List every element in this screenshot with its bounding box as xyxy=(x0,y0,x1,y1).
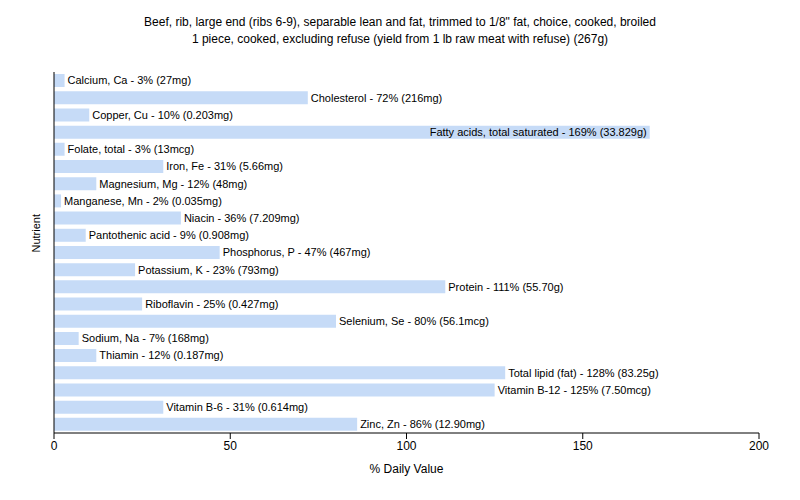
svg-text:150: 150 xyxy=(573,439,593,453)
svg-text:50: 50 xyxy=(224,439,238,453)
svg-text:Folate, total - 3% (13mcg): Folate, total - 3% (13mcg) xyxy=(68,143,195,155)
svg-text:Thiamin - 12% (0.187mg): Thiamin - 12% (0.187mg) xyxy=(99,349,223,361)
svg-text:Copper, Cu - 10% (0.203mg): Copper, Cu - 10% (0.203mg) xyxy=(92,109,233,121)
svg-text:Vitamin B-6 - 31% (0.614mg): Vitamin B-6 - 31% (0.614mg) xyxy=(166,401,308,413)
svg-text:Manganese, Mn - 2% (0.035mg): Manganese, Mn - 2% (0.035mg) xyxy=(64,195,222,207)
svg-text:Iron, Fe - 31% (5.66mg): Iron, Fe - 31% (5.66mg) xyxy=(166,160,283,172)
svg-text:Nutrient: Nutrient xyxy=(30,214,42,253)
svg-text:Sodium, Na - 7% (168mg): Sodium, Na - 7% (168mg) xyxy=(82,332,209,344)
svg-text:Zinc, Zn - 86% (12.90mg): Zinc, Zn - 86% (12.90mg) xyxy=(360,418,485,430)
svg-text:Protein - 111% (55.70g): Protein - 111% (55.70g) xyxy=(448,281,563,293)
svg-text:Total lipid (fat) - 128% (83.2: Total lipid (fat) - 128% (83.25g) xyxy=(508,367,658,379)
svg-text:0: 0 xyxy=(51,439,58,453)
svg-text:Phosphorus, P - 47% (467mg): Phosphorus, P - 47% (467mg) xyxy=(223,246,371,258)
svg-text:Fatty acids, total saturated -: Fatty acids, total saturated - 169% (33.… xyxy=(430,126,647,138)
svg-text:Niacin - 36% (7.209mg): Niacin - 36% (7.209mg) xyxy=(184,212,300,224)
svg-text:Pantothenic acid - 9% (0.908mg: Pantothenic acid - 9% (0.908mg) xyxy=(89,229,249,241)
svg-text:Selenium, Se - 80% (56.1mcg): Selenium, Se - 80% (56.1mcg) xyxy=(339,315,489,327)
html-text:Beef, rib, large end (ribs 6-9: Beef, rib, large end (ribs 6-9), separab… xyxy=(144,15,656,46)
svg-text:Magnesium, Mg - 12% (48mg): Magnesium, Mg - 12% (48mg) xyxy=(99,178,247,190)
svg-text:Cholesterol - 72% (216mg): Cholesterol - 72% (216mg) xyxy=(311,92,442,104)
svg-text:Potassium, K - 23% (793mg): Potassium, K - 23% (793mg) xyxy=(138,264,279,276)
svg-text:Vitamin B-12 - 125% (7.50mcg): Vitamin B-12 - 125% (7.50mcg) xyxy=(498,384,651,396)
svg-text:100: 100 xyxy=(396,439,416,453)
svg-text:Riboflavin - 25% (0.427mg): Riboflavin - 25% (0.427mg) xyxy=(145,298,278,310)
svg-text:Calcium, Ca - 3% (27mg): Calcium, Ca - 3% (27mg) xyxy=(68,74,191,86)
svg-text:200: 200 xyxy=(749,439,769,453)
svg-text:% Daily Value: % Daily Value xyxy=(370,462,444,476)
